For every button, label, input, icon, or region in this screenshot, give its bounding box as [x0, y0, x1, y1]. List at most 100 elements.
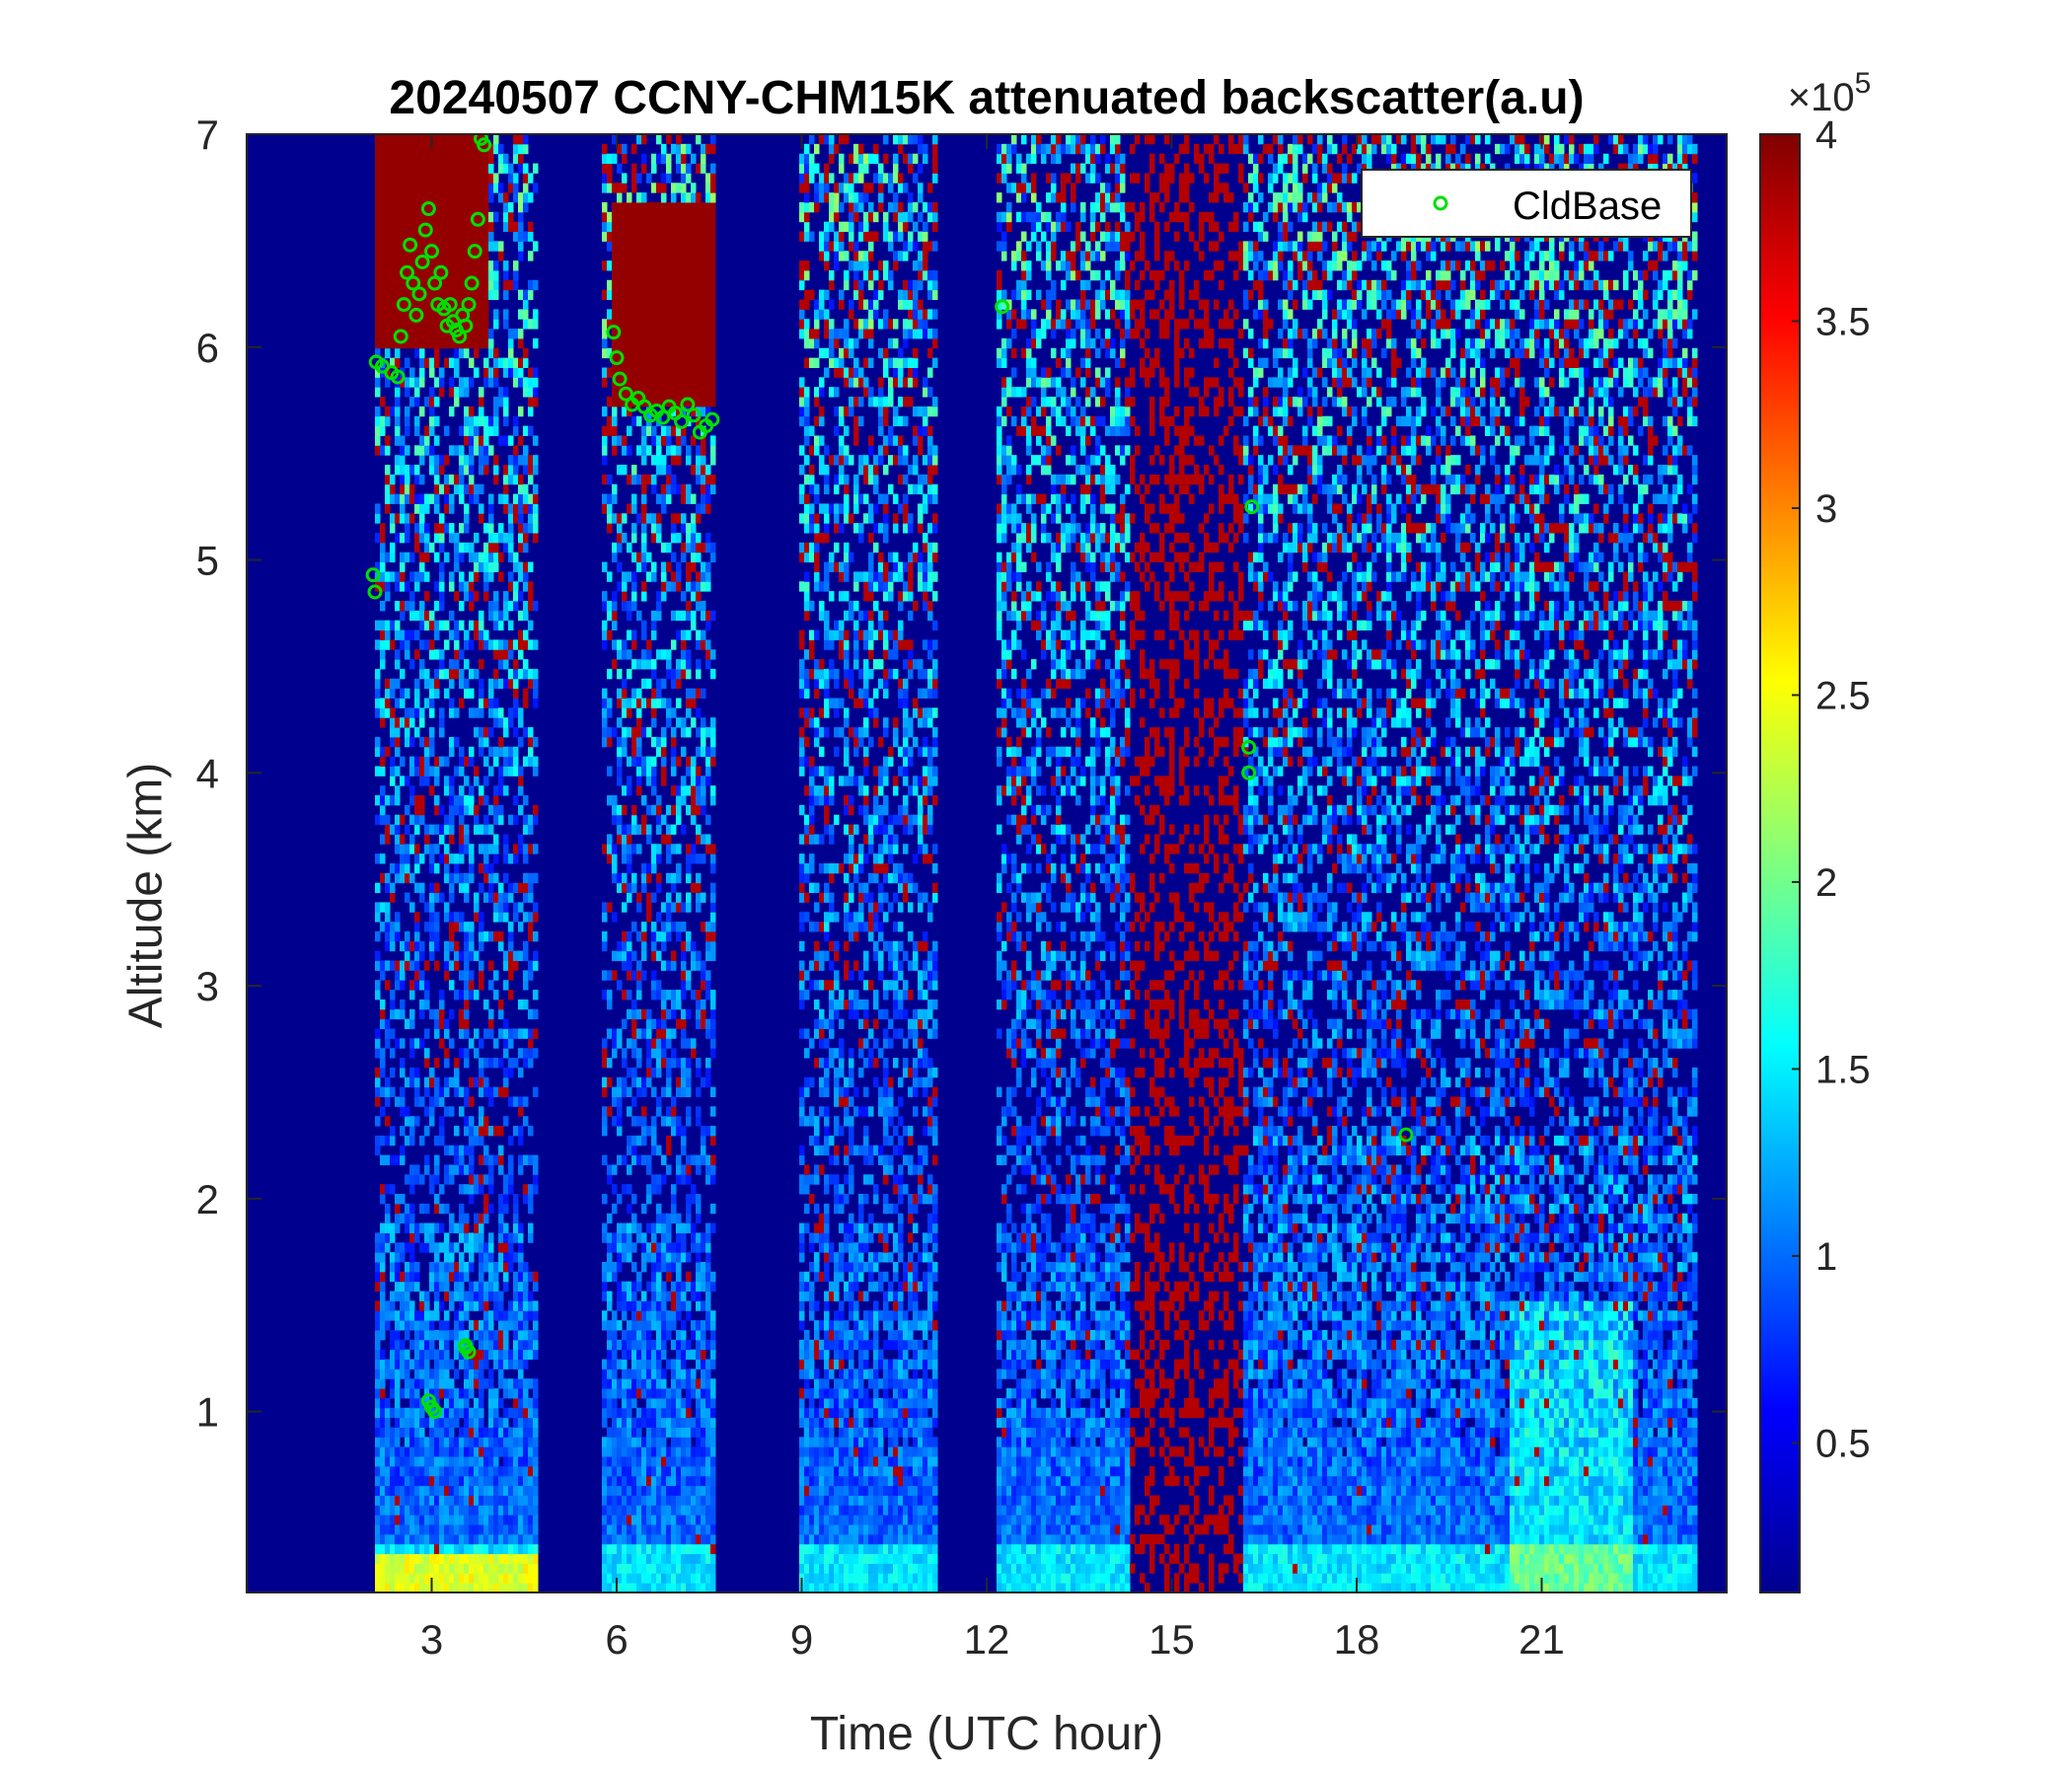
heatmap-cell — [424, 1310, 430, 1321]
heatmap-cell — [656, 1213, 662, 1224]
heatmap-cell — [414, 766, 420, 777]
heatmap-cell — [602, 1359, 608, 1369]
heatmap-cell — [449, 678, 455, 690]
heatmap-cell — [676, 1378, 682, 1389]
heatmap-cell — [641, 289, 647, 300]
heatmap-cell — [651, 766, 657, 777]
heatmap-cell — [641, 251, 647, 261]
heatmap-cell — [651, 357, 657, 368]
heatmap-cell — [454, 853, 460, 864]
heatmap-cell — [479, 960, 484, 971]
heatmap-cell — [523, 1437, 529, 1447]
heatmap-cell — [622, 1058, 628, 1069]
heatmap-cell — [493, 474, 499, 485]
heatmap-cell — [686, 1174, 692, 1185]
heatmap-cell — [385, 474, 391, 485]
heatmap-cell — [518, 493, 524, 504]
heatmap-cell — [479, 707, 484, 718]
heatmap-cell — [666, 269, 672, 281]
heatmap-cell — [661, 561, 667, 572]
heatmap-cell — [459, 1145, 465, 1156]
heatmap-cell — [681, 523, 687, 534]
heatmap-cell — [676, 717, 682, 728]
heatmap-cell — [429, 1465, 435, 1477]
heatmap-cell — [483, 425, 489, 436]
heatmap-cell — [651, 1320, 657, 1331]
heatmap-cell — [479, 1417, 484, 1428]
heatmap-cell — [503, 1485, 509, 1496]
heatmap-cell — [523, 1048, 529, 1059]
heatmap-cell — [483, 1543, 489, 1555]
heatmap-cell — [636, 1495, 642, 1506]
heatmap-cell — [503, 1475, 509, 1487]
heatmap-cell — [503, 319, 509, 330]
heatmap-cell — [686, 329, 692, 339]
heatmap-cell — [434, 415, 440, 427]
heatmap-cell — [508, 552, 514, 563]
heatmap-cell — [419, 600, 425, 612]
heatmap-cell — [488, 211, 494, 223]
heatmap-cell — [602, 377, 608, 388]
heatmap-cell — [671, 950, 677, 962]
heatmap-cell — [612, 1359, 618, 1369]
heatmap-cell — [641, 882, 647, 894]
heatmap-cell — [488, 523, 494, 534]
heatmap-cell — [671, 1407, 677, 1419]
heatmap-cell — [464, 347, 470, 359]
heatmap-cell — [395, 337, 401, 349]
heatmap-cell — [656, 912, 662, 923]
heatmap-cell — [607, 1076, 613, 1088]
heatmap-cell — [518, 1437, 524, 1447]
heatmap-cell — [676, 1018, 682, 1029]
heatmap-cell — [444, 251, 450, 261]
heatmap-cell — [666, 1145, 672, 1156]
heatmap-cell — [479, 1397, 484, 1409]
heatmap-cell — [651, 1505, 657, 1516]
heatmap-cell — [390, 1135, 396, 1147]
heatmap-cell — [449, 134, 455, 145]
heatmap-cell — [508, 1563, 514, 1574]
heatmap-cell — [676, 659, 682, 670]
heatmap-cell — [602, 970, 608, 981]
heatmap-cell — [424, 1086, 430, 1097]
heatmap-cell — [405, 581, 410, 592]
heatmap-cell — [503, 1407, 509, 1419]
heatmap-cell — [409, 221, 415, 233]
heatmap-cell — [385, 1524, 391, 1535]
heatmap-cell — [533, 1446, 539, 1457]
heatmap-cell — [681, 980, 687, 991]
heatmap-cell — [503, 1320, 509, 1331]
heatmap-cell — [656, 347, 662, 359]
heatmap-cell — [459, 1349, 465, 1361]
heatmap-cell — [380, 922, 386, 932]
heatmap-cell — [434, 581, 440, 592]
heatmap-cell — [602, 1505, 608, 1516]
heatmap-cell — [434, 940, 440, 952]
heatmap-cell — [409, 1533, 415, 1545]
heatmap-cell — [419, 1543, 425, 1555]
heatmap-cell — [636, 289, 642, 300]
heatmap-cell — [533, 1495, 539, 1506]
heatmap-cell — [666, 153, 672, 165]
heatmap-cell — [641, 425, 647, 436]
heatmap-cell — [686, 970, 692, 981]
heatmap-cell — [385, 1583, 391, 1592]
heatmap-cell — [627, 299, 632, 310]
heatmap-cell — [493, 620, 499, 631]
heatmap-cell — [661, 201, 667, 213]
heatmap-cell — [523, 824, 529, 835]
heatmap-cell — [469, 1573, 475, 1584]
heatmap-cell — [474, 163, 480, 174]
heatmap-cell — [533, 309, 539, 320]
heatmap-cell — [414, 1573, 420, 1584]
heatmap-cell — [627, 279, 632, 291]
heatmap-cell — [483, 465, 489, 476]
heatmap-cell — [439, 329, 445, 339]
heatmap-cell — [671, 425, 677, 436]
heatmap-cell — [439, 367, 445, 378]
heatmap-cell — [454, 940, 460, 952]
heatmap-cell — [449, 804, 455, 816]
heatmap-cell — [464, 1553, 470, 1564]
heatmap-cell — [395, 1583, 401, 1592]
heatmap-cell — [375, 183, 381, 193]
